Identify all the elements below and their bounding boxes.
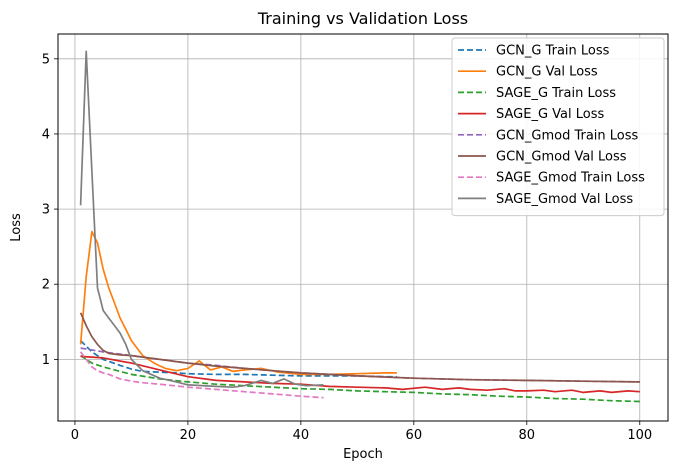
series-line-gcn-g-val-loss [79,230,397,376]
y-tick-label: 4 [42,127,50,142]
legend-box [451,37,665,217]
axis-ticks: 0 20 40 60 80 100 1 2 3 4 5 [42,52,652,443]
legend-entry: SAGE_G Train Loss [496,86,616,101]
x-tick-label: 40 [293,428,310,443]
y-tick-label: 1 [42,353,50,368]
series-line-sage-gmod-val-loss [79,50,324,389]
series-line-gcn-gmod-val-loss [79,312,640,383]
legend-entry: GCN_Gmod Train Loss [496,128,639,143]
series-line-gcn-g-train-loss [79,339,397,378]
x-axis-label: Epoch [343,447,383,462]
y-tick-label: 5 [42,52,50,67]
y-tick-label: 2 [42,278,50,293]
x-tick-label: 0 [71,428,79,443]
legend-entry: GCN_Gmod Val Loss [496,150,627,165]
x-tick-label: 60 [406,428,423,443]
x-tick-label: 20 [180,428,197,443]
chart-title: Training vs Validation Loss [257,9,468,28]
series-line-sage-g-val-loss [80,355,640,394]
x-tick-label: 80 [519,428,536,443]
legend: GCN_G Train Loss GCN_G Val Loss SAGE_G Tra… [451,37,665,217]
series-line-sage-g-train-loss [80,354,640,403]
legend-entry: SAGE_G Val Loss [496,107,604,122]
legend-entry: GCN_G Val Loss [496,65,598,80]
series-lines [79,50,640,403]
legend-entry: SAGE_Gmod Val Loss [496,192,633,207]
plot-frame [57,33,669,422]
y-axis-label: Loss [9,213,24,242]
legend-entry: GCN_G Train Loss [496,44,610,59]
y-tick-label: 3 [42,203,50,218]
legend-entry: SAGE_Gmod Train Loss [496,171,645,186]
x-tick-label: 100 [627,428,652,443]
series-line-sage-gmod-train-loss [79,351,324,399]
